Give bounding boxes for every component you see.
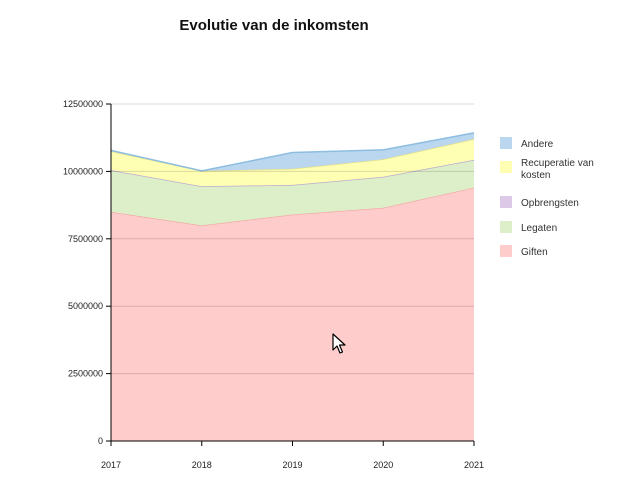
x-tick-label: 2019: [282, 460, 302, 470]
mouse-cursor-icon: [332, 333, 346, 354]
legend-swatch: [500, 137, 512, 149]
area-giften: [111, 187, 474, 441]
y-tick-label: 0: [98, 436, 103, 446]
legend-label: Legaten: [521, 223, 557, 234]
axes: [106, 103, 475, 446]
grid-lines: [111, 103, 474, 375]
x-tick-label: 2021: [464, 460, 484, 470]
y-tick-label: 5000000: [68, 301, 103, 311]
x-tick-label: 2020: [373, 460, 393, 470]
legend-label: Giften: [521, 247, 548, 258]
area-series: [110, 132, 475, 441]
line-andere: [110, 132, 475, 172]
legend-swatch: [500, 245, 512, 257]
area-legaten: [111, 159, 474, 226]
legend: Andere Recuperatie van kosten Opbrengsten Le…: [500, 137, 594, 258]
x-tick-label: 2018: [192, 460, 212, 470]
legend-label: Recuperatie van kosten: [521, 158, 594, 181]
y-tick-label: 12500000: [63, 99, 103, 109]
area-andere: [111, 132, 474, 171]
legend-swatch: [500, 221, 512, 233]
chart-title: Evolutie van de inkomsten: [179, 17, 369, 34]
legend-label: Andere: [521, 139, 554, 150]
legend-label: Opbrengsten: [521, 198, 579, 209]
y-tick-label: 2500000: [68, 369, 103, 379]
x-tick-label: 2017: [101, 460, 121, 470]
legend-swatch: [500, 161, 512, 173]
y-tick-label: 10000000: [63, 166, 103, 176]
area-recuperatie-van-kosten: [111, 139, 474, 187]
tick-labels: 0 2500000 5000000 7500000 10000000 12500000 20…: [63, 99, 484, 470]
legend-swatch: [500, 196, 512, 208]
y-tick-label: 7500000: [68, 234, 103, 244]
